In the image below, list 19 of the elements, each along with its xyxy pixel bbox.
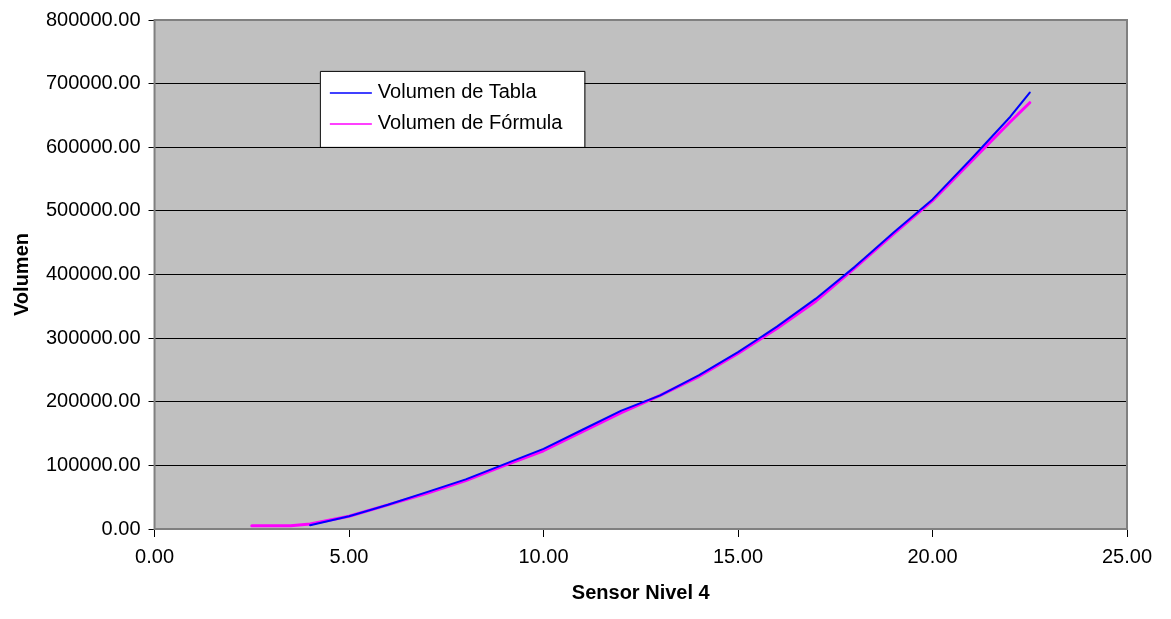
y-tick-label: 200000.00	[45, 389, 141, 412]
x-axis-title: Sensor Nivel 4	[571, 580, 711, 603]
x-tick-label: 25.00	[1101, 544, 1153, 567]
legend-label: Volumen de Fórmula	[377, 111, 564, 134]
x-tick-label: 15.00	[712, 544, 764, 567]
x-tick-label: 5.00	[329, 544, 369, 567]
legend-label: Volumen de Tabla	[377, 80, 538, 103]
y-axis-title: Volumen	[9, 233, 32, 316]
y-tick-label: 300000.00	[45, 325, 141, 348]
y-tick-label: 800000.00	[45, 7, 141, 30]
x-tick-label: 0.00	[135, 544, 175, 567]
y-tick-label: 400000.00	[45, 262, 141, 285]
y-tick-label: 100000.00	[45, 452, 141, 475]
y-tick-label: 0.00	[101, 516, 141, 539]
x-tick-label: 10.00	[518, 544, 569, 567]
x-tick-label: 20.00	[907, 544, 958, 567]
y-tick-label: 700000.00	[45, 71, 141, 94]
y-tick-label: 500000.00	[45, 198, 141, 221]
y-tick-label: 600000.00	[45, 134, 141, 157]
